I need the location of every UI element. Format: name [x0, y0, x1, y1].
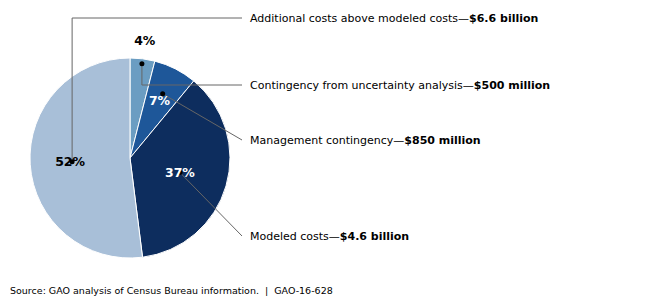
svg-text:52%: 52% [55, 154, 85, 169]
svg-text:Management contingency—$850 mi: Management contingency—$850 million [250, 134, 481, 147]
svg-text:Modeled costs—$4.6 billion: Modeled costs—$4.6 billion [250, 230, 409, 243]
svg-text:4%: 4% [134, 33, 156, 48]
html-text:Source: GAO analysis of Census: Source: GAO analysis of Census Bureau in… [10, 285, 333, 296]
svg-text:Additional costs above modeled: Additional costs above modeled costs—$6.… [250, 12, 538, 25]
svg-text:37%: 37% [165, 165, 195, 180]
svg-text:Contingency from uncertainty a: Contingency from uncertainty analysis—$5… [250, 79, 550, 92]
svg-text:7%: 7% [149, 93, 171, 108]
